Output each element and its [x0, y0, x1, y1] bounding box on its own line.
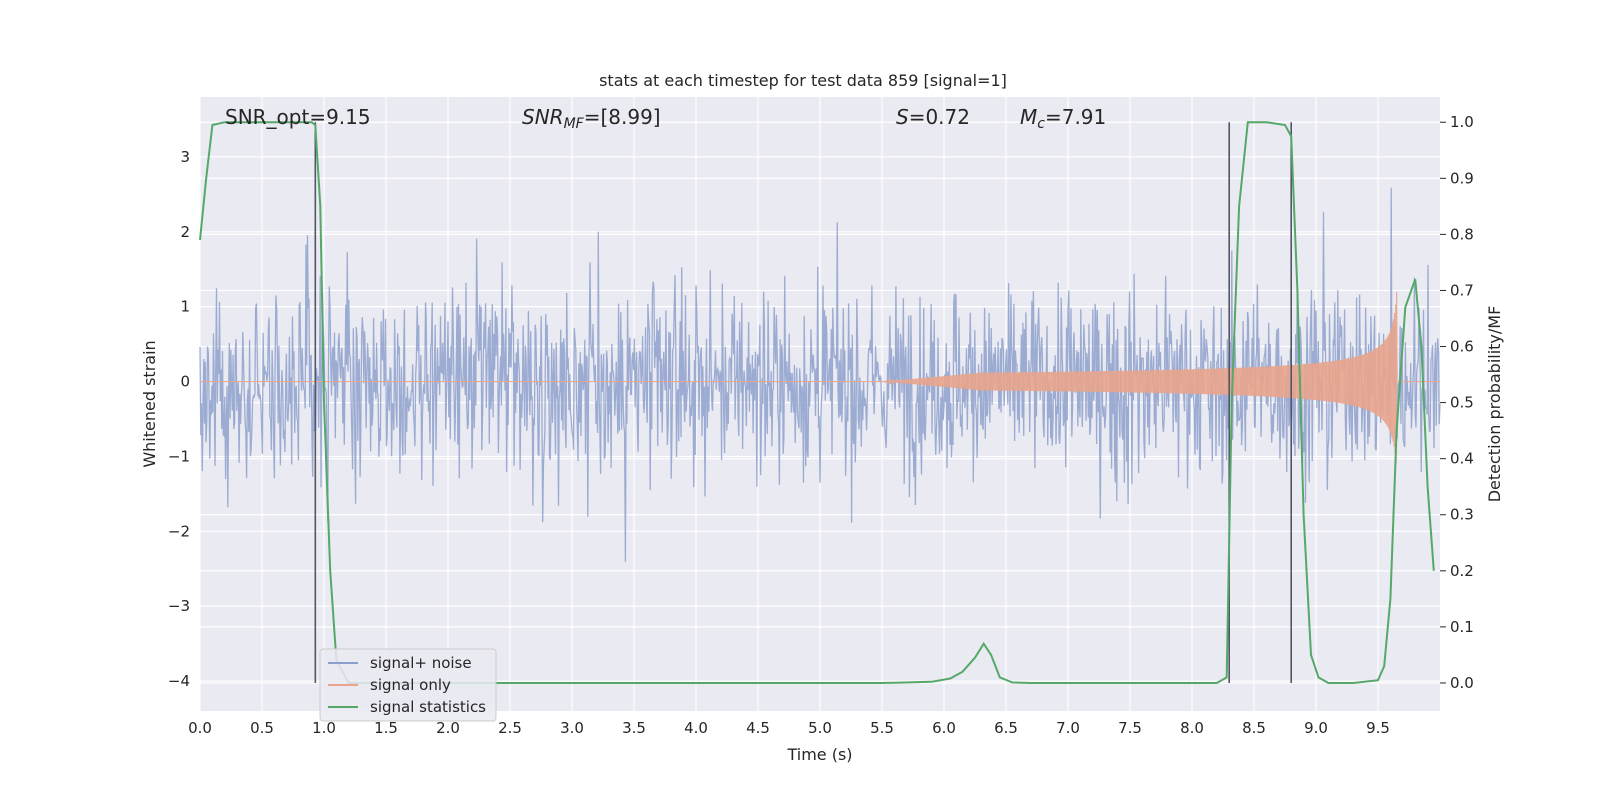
x-tick-label: 3.0 — [560, 719, 584, 737]
mc-sub: c — [1037, 116, 1045, 132]
x-tick-label: 2.5 — [498, 719, 522, 737]
y-right-tick-label: 0.9 — [1450, 169, 1474, 187]
x-tick-label: 8.0 — [1180, 719, 1204, 737]
y-right-axis-ticks: 1.0 0.9 0.8 0.7 0.6 0.5 0.4 0.3 0.2 0.1 0.0 — [1440, 113, 1474, 692]
x-tick-label: 5.5 — [870, 719, 894, 737]
x-tick-label: 1.0 — [312, 719, 336, 737]
x-tick-label: 9.0 — [1304, 719, 1328, 737]
series-signal-statistics — [199, 121, 1435, 684]
mc-label: M — [1020, 105, 1037, 129]
y-axis-ticks: 3 2 1 0 −1 −2 −3 −4 — [168, 148, 190, 690]
x-tick-label: 7.0 — [1056, 719, 1080, 737]
y-right-tick-label: 0.5 — [1450, 394, 1474, 412]
x-tick-label: 4.0 — [684, 719, 708, 737]
y-right-tick-label: 0.0 — [1450, 674, 1474, 692]
legend-label-signal-noise: signal+ noise — [370, 654, 472, 672]
mc-value: =7.91 — [1045, 105, 1106, 129]
y-tick-label: −1 — [168, 447, 190, 465]
y-right-tick-label: 0.3 — [1450, 506, 1474, 524]
s-label: S — [896, 105, 909, 129]
legend-label-signal-only: signal only — [370, 676, 451, 694]
x-tick-label: 5.0 — [808, 719, 832, 737]
statistics-trace — [199, 121, 1435, 684]
y-right-tick-label: 0.7 — [1450, 281, 1474, 299]
snr-mf-value: =[8.99] — [584, 105, 661, 129]
y-tick-label: 3 — [180, 148, 190, 166]
chart-title: stats at each timestep for test data 859… — [599, 71, 1007, 90]
annotation-snr-mf: SNRMF=[8.99] — [522, 105, 661, 132]
y-right-axis-label: Detection probability/MF — [1485, 306, 1504, 503]
y-right-tick-label: 0.4 — [1450, 450, 1474, 468]
x-tick-label: 0.5 — [250, 719, 274, 737]
x-axis-ticks: 0.0 0.5 1.0 1.5 2.0 2.5 3.0 3.5 4.0 4.5 5.0 5.5 6.0 6… — [188, 719, 1390, 737]
x-tick-label: 7.5 — [1118, 719, 1142, 737]
y-tick-label: 1 — [180, 298, 190, 316]
x-tick-label: 2.0 — [436, 719, 460, 737]
grid-lines — [199, 97, 1440, 711]
x-tick-label: 6.0 — [932, 719, 956, 737]
y-tick-label: −2 — [168, 522, 190, 540]
x-tick-label: 0.0 — [188, 719, 212, 737]
y-right-tick-label: 0.2 — [1450, 562, 1474, 580]
y-tick-label: −4 — [168, 672, 190, 690]
snr-mf-sub: MF — [564, 116, 585, 132]
y-right-tick-label: 1.0 — [1450, 113, 1474, 131]
x-tick-label: 6.5 — [994, 719, 1018, 737]
y-axis-label: Whitened strain — [140, 340, 159, 467]
legend-box — [319, 648, 497, 722]
y-tick-label: 2 — [180, 223, 190, 241]
y-tick-label: −3 — [168, 597, 190, 615]
snr-mf-label: SNR — [522, 105, 564, 129]
x-tick-label: 1.5 — [374, 719, 398, 737]
y-right-tick-label: 0.8 — [1450, 225, 1474, 243]
y-right-tick-label: 0.1 — [1450, 618, 1474, 636]
annotation-snr-opt: SNR_opt=9.15 — [225, 105, 371, 129]
y-tick-label: 0 — [180, 373, 190, 391]
s-value: =0.72 — [909, 105, 970, 129]
x-axis-label: Time (s) — [786, 745, 852, 764]
x-tick-label: 8.5 — [1242, 719, 1266, 737]
y-right-tick-label: 0.6 — [1450, 338, 1474, 356]
legend: signal+ noise signal only signal statist… — [319, 648, 497, 722]
annotation-mc: Mc=7.91 — [1020, 105, 1106, 132]
legend-label-signal-statistics: signal statistics — [370, 698, 486, 716]
x-tick-label: 9.5 — [1366, 719, 1390, 737]
x-tick-label: 3.5 — [622, 719, 646, 737]
annotation-s: S=0.72 — [896, 105, 970, 129]
x-tick-label: 4.5 — [746, 719, 770, 737]
